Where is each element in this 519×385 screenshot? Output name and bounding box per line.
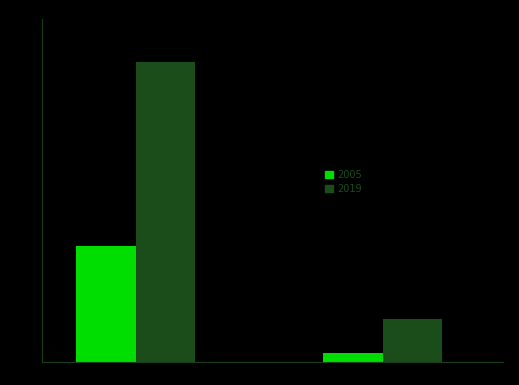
Bar — [383, 319, 442, 362]
Bar — [76, 246, 135, 362]
Legend: 2005, 2019: 2005, 2019 — [323, 168, 364, 196]
Bar — [135, 62, 195, 362]
Bar — [323, 353, 383, 362]
